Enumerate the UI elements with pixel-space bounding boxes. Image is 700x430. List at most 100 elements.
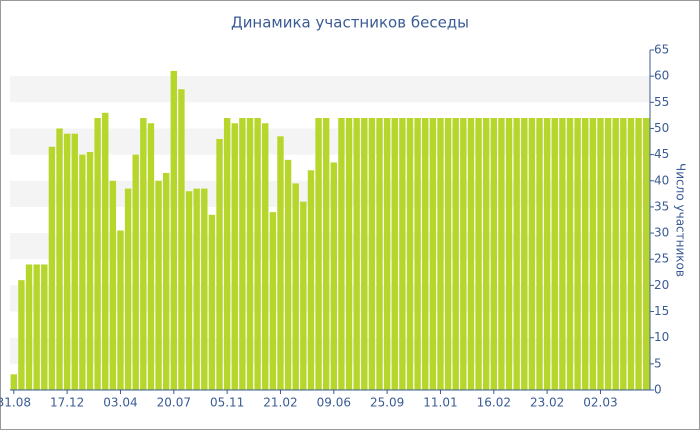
bar — [437, 118, 444, 390]
bar — [170, 70, 178, 390]
grid-band — [10, 180, 650, 207]
bar — [391, 118, 398, 390]
bar — [41, 264, 48, 390]
bar — [178, 89, 185, 390]
y-tick-label: 50 — [654, 121, 669, 135]
bar — [528, 118, 536, 390]
y-tick-label: 25 — [654, 252, 669, 266]
bar — [185, 191, 193, 390]
bar — [498, 118, 505, 390]
plot-area — [10, 70, 650, 391]
bar — [422, 118, 429, 390]
x-tick-label: 05.11 — [210, 396, 244, 410]
x-tick-label: 20.07 — [157, 396, 191, 410]
bar — [140, 118, 147, 390]
bar — [155, 180, 162, 390]
y-tick-label: 30 — [654, 226, 669, 240]
bar — [399, 118, 406, 390]
bar — [627, 118, 635, 390]
bar — [124, 188, 132, 390]
x-tick-label: 25.09 — [370, 396, 404, 410]
y-axis-label: Число участников — [674, 163, 688, 277]
bar — [460, 118, 467, 390]
bar — [635, 118, 642, 390]
bar — [102, 112, 109, 391]
x-tick-label: 31.08 — [0, 396, 31, 410]
y-tick-label: 40 — [654, 173, 669, 187]
bar — [429, 118, 437, 390]
grid-band — [10, 76, 650, 103]
bar — [117, 230, 124, 390]
bar — [505, 118, 513, 390]
bar — [383, 118, 391, 390]
bar — [147, 123, 155, 390]
bar — [63, 133, 71, 390]
bar — [490, 118, 498, 390]
y-tick-label: 60 — [654, 69, 669, 83]
bar — [292, 183, 299, 390]
x-tick-label: 09.06 — [317, 396, 351, 410]
bar — [277, 136, 284, 390]
y-tick-label: 0 — [654, 383, 662, 397]
bar — [551, 118, 558, 390]
bar — [345, 118, 353, 390]
y-tick-label: 65 — [654, 43, 669, 57]
bar — [604, 118, 612, 390]
bar — [475, 118, 482, 390]
bar — [543, 118, 551, 390]
bar — [482, 118, 490, 390]
y-tick-label: 15 — [654, 304, 669, 318]
bar — [269, 212, 277, 390]
y-tick-label: 55 — [654, 95, 669, 109]
y-tick-label: 20 — [654, 278, 669, 292]
bar — [223, 118, 231, 390]
bar — [162, 172, 170, 390]
bar — [33, 264, 40, 390]
bar — [231, 123, 238, 390]
bar — [589, 118, 597, 390]
grid-band — [10, 233, 650, 260]
bar — [71, 133, 78, 390]
grid-band — [10, 285, 650, 312]
bar — [574, 118, 581, 390]
bar — [414, 118, 421, 390]
bar — [18, 280, 25, 390]
bar — [193, 188, 200, 390]
bar — [86, 152, 94, 390]
bar — [536, 118, 543, 390]
bar — [246, 118, 254, 390]
chart-title: Динамика участников беседы — [231, 14, 469, 32]
bar — [338, 118, 345, 390]
bar — [25, 264, 33, 390]
bar — [10, 374, 18, 390]
x-tick-label: 02.03 — [583, 396, 617, 410]
bar — [254, 118, 261, 390]
x-tick-label: 21.02 — [263, 396, 297, 410]
bar — [452, 118, 459, 390]
bar — [642, 118, 650, 390]
bar — [307, 170, 315, 390]
bar — [467, 118, 475, 390]
bar — [239, 118, 246, 390]
bar — [262, 123, 269, 390]
bar — [330, 162, 338, 390]
bar — [597, 118, 604, 390]
bar — [300, 201, 307, 390]
x-tick-label: 16.02 — [477, 396, 511, 410]
bar — [109, 180, 117, 390]
x-tick-label: 23.02 — [530, 396, 564, 410]
bar — [361, 118, 368, 390]
y-tick-label: 35 — [654, 199, 669, 213]
bar — [79, 154, 86, 390]
x-tick-label: 11.01 — [423, 396, 457, 410]
bar — [612, 118, 619, 390]
bar — [406, 118, 414, 390]
grid-band — [10, 128, 650, 155]
bar — [376, 118, 383, 390]
bar — [56, 128, 63, 390]
bar — [94, 118, 101, 390]
bar — [208, 214, 216, 390]
bar — [48, 146, 56, 390]
bar — [566, 118, 574, 390]
